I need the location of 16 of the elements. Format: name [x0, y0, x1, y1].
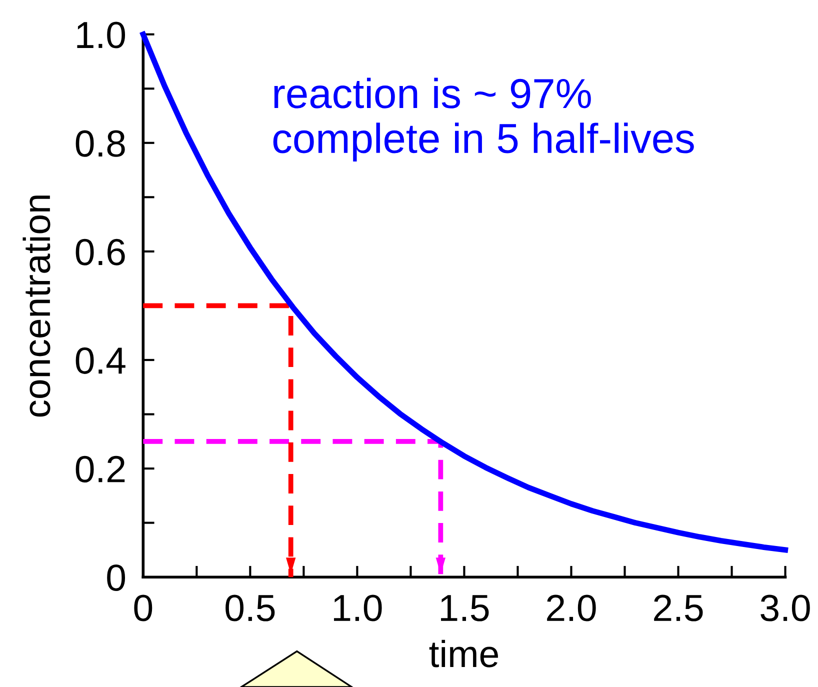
x-tick-label: 2.5	[654, 594, 703, 622]
y-axis-title: concentration	[22, 196, 50, 417]
y-tick-label: 0.6	[76, 238, 125, 266]
x-axis-title: time	[429, 640, 498, 668]
x-tick-label: 1.5	[441, 595, 489, 622]
y-tick-label: 0	[107, 564, 126, 592]
y-tick-label: 0.8	[76, 130, 125, 157]
y-tick-label: 0.2	[76, 456, 125, 482]
annotation: reaction is ~ 97% complete in 5 half-lives	[273, 78, 694, 162]
x-tick-label: 1.0	[334, 594, 382, 622]
x-tick-label: 0	[134, 594, 152, 622]
x-tick-label: 3.0	[760, 594, 810, 622]
x-tick-label: 2.0	[547, 594, 596, 622]
y-tick-label: 0.4	[76, 347, 126, 374]
x-tick-label: 0.5	[226, 594, 275, 622]
y-tick-label: 1.0	[77, 22, 126, 48]
